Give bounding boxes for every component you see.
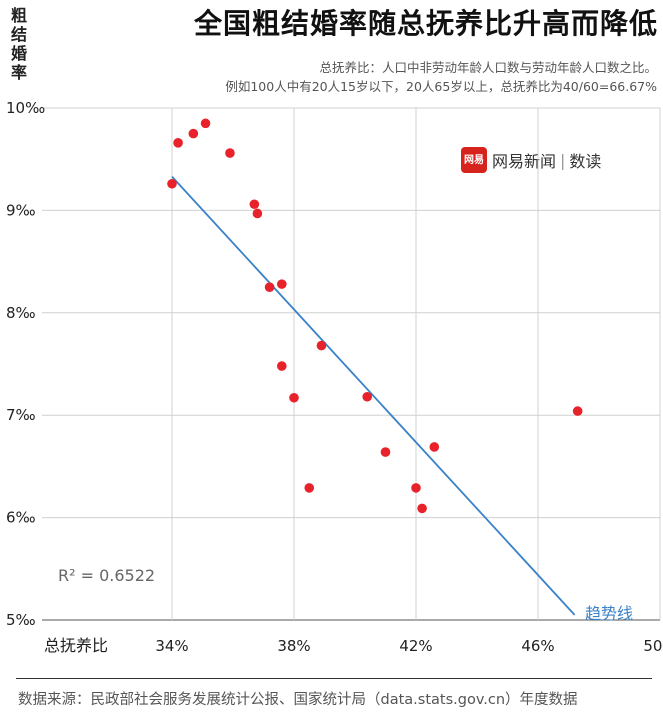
- data-point: [188, 128, 199, 139]
- y-axis-title: 粗结婚率: [10, 6, 27, 82]
- data-point: [572, 406, 583, 416]
- data-point: [304, 483, 315, 493]
- data-point: [252, 208, 263, 219]
- brand-watermark: 网易 网易新闻 | 数读: [461, 147, 601, 173]
- chart-title: 全国粗结婚率随总抚养比升高而降低: [193, 7, 658, 40]
- trendline: [171, 175, 576, 616]
- x-tick-label: 50%: [643, 637, 663, 655]
- data-source: 数据来源：民政部社会服务发展统计公报、国家统计局（data.stats.gov.…: [18, 692, 578, 708]
- subtitle-line-2: 例如100人中有20人15岁以下，20人65岁以上，总抚养比为40/60=66.…: [225, 79, 657, 94]
- data-point: [200, 118, 211, 129]
- trendline-label: 趋势线: [585, 604, 634, 623]
- x-axis-title: 总抚养比: [44, 636, 108, 655]
- data-point: [277, 361, 287, 371]
- footer-divider: [16, 678, 652, 679]
- data-point: [316, 340, 327, 351]
- x-tick-label: 34%: [155, 637, 188, 655]
- data-point: [362, 391, 373, 402]
- x-tick-label: 46%: [521, 637, 554, 655]
- data-point: [417, 503, 427, 514]
- data-point: [264, 282, 275, 293]
- data-point: [249, 199, 260, 210]
- brand-name: 网易新闻: [492, 152, 557, 171]
- data-point: [173, 138, 183, 148]
- y-tick-label: 8‰: [6, 304, 36, 322]
- r-squared-label: R² = 0.6522: [58, 566, 156, 585]
- x-tick-label: 38%: [277, 637, 310, 655]
- brand-section: 数读: [569, 152, 602, 171]
- y-tick-label: 6‰: [6, 509, 36, 527]
- data-point: [380, 447, 391, 457]
- data-point: [167, 178, 177, 189]
- chart-subtitle: 总抚养比：人口中非劳动年龄人口数与劳动年龄人口数之比。 例如100人中有20人1…: [225, 58, 657, 96]
- data-point: [289, 392, 299, 403]
- netease-logo-icon: 网易: [461, 147, 487, 173]
- y-tick-label: 9‰: [6, 201, 36, 219]
- data-point: [411, 483, 421, 493]
- brand-separator: |: [560, 150, 566, 170]
- data-point: [429, 442, 440, 452]
- y-tick-label: 10‰: [6, 99, 45, 117]
- y-tick-label: 7‰: [6, 406, 36, 424]
- data-point: [225, 148, 235, 158]
- subtitle-line-1: 总抚养比：人口中非劳动年龄人口数与劳动年龄人口数之比。: [319, 60, 657, 75]
- y-tick-label: 5‰: [6, 611, 36, 629]
- data-point: [277, 279, 287, 289]
- x-tick-label: 42%: [399, 637, 432, 655]
